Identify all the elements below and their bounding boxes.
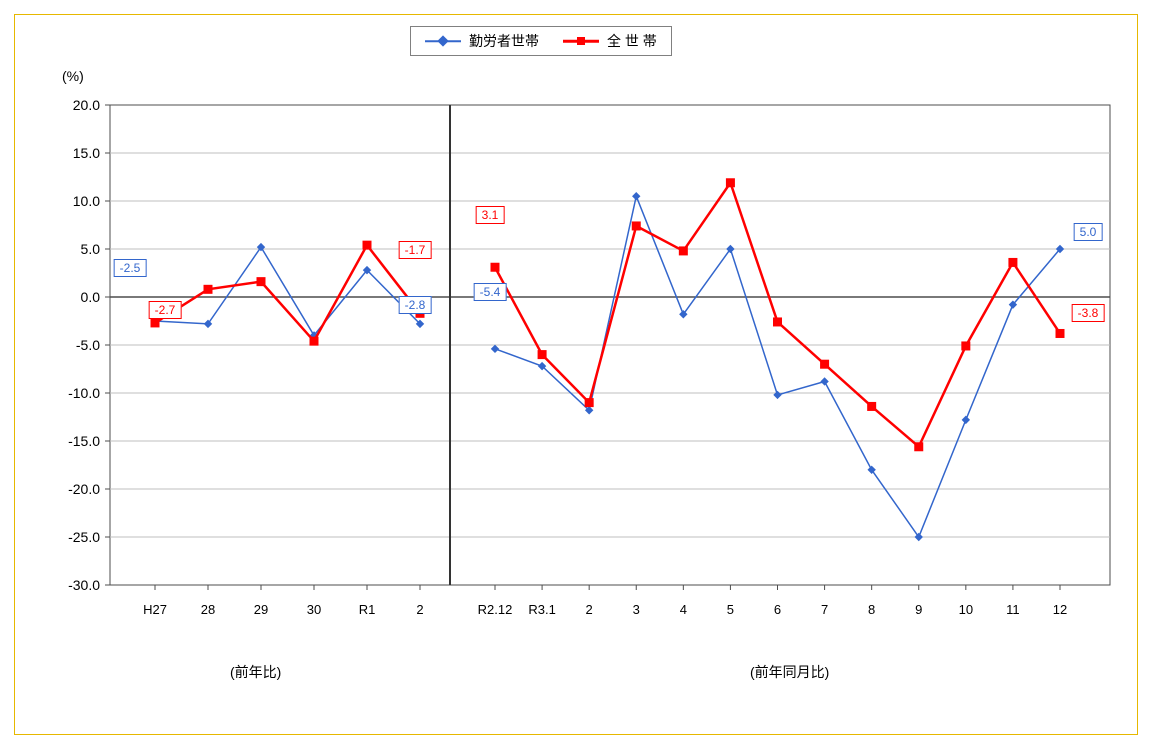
x-tick-label: 29 (254, 602, 268, 617)
x-tick-label: R2.12 (478, 602, 513, 617)
x-tick-label: 10 (959, 602, 973, 617)
data-callout: 3.1 (476, 206, 505, 224)
data-callout: -1.7 (399, 241, 432, 259)
x-tick-label: 4 (680, 602, 687, 617)
x-tick-label: 7 (821, 602, 828, 617)
y-tick-label: 20.0 (40, 97, 100, 113)
data-callout: 5.0 (1074, 223, 1103, 241)
data-callout: -5.4 (474, 283, 507, 301)
x-tick-label: 5 (727, 602, 734, 617)
y-tick-label: 5.0 (40, 241, 100, 257)
plot-area (0, 0, 1152, 749)
x-tick-label: 9 (915, 602, 922, 617)
x-tick-label: 2 (416, 602, 423, 617)
y-tick-label: -15.0 (40, 433, 100, 449)
chart-canvas: 勤労者世帯全 世 帯 (%) 20.015.010.05.00.0-5.0-10… (0, 0, 1152, 749)
x-tick-label: R1 (359, 602, 376, 617)
x-tick-label: 11 (1006, 602, 1020, 617)
x-tick-label: 3 (633, 602, 640, 617)
y-tick-label: 15.0 (40, 145, 100, 161)
x-tick-label: 6 (774, 602, 781, 617)
x-tick-label: 8 (868, 602, 875, 617)
y-tick-label: -25.0 (40, 529, 100, 545)
subcaption: (前年同月比) (750, 662, 829, 682)
x-tick-label: 30 (307, 602, 321, 617)
x-tick-label: H27 (143, 602, 167, 617)
subcaption: (前年比) (230, 662, 281, 682)
y-tick-label: 10.0 (40, 193, 100, 209)
data-callout: -2.8 (399, 296, 432, 314)
data-callout: -2.7 (149, 301, 182, 319)
data-callout: -2.5 (114, 259, 147, 277)
data-callout: -3.8 (1072, 304, 1105, 322)
y-tick-label: 0.0 (40, 289, 100, 305)
y-tick-label: -20.0 (40, 481, 100, 497)
x-tick-label: 2 (586, 602, 593, 617)
y-tick-label: -10.0 (40, 385, 100, 401)
y-tick-label: -30.0 (40, 577, 100, 593)
y-tick-label: -5.0 (40, 337, 100, 353)
x-tick-label: R3.1 (528, 602, 555, 617)
x-tick-label: 12 (1053, 602, 1067, 617)
x-tick-label: 28 (201, 602, 215, 617)
